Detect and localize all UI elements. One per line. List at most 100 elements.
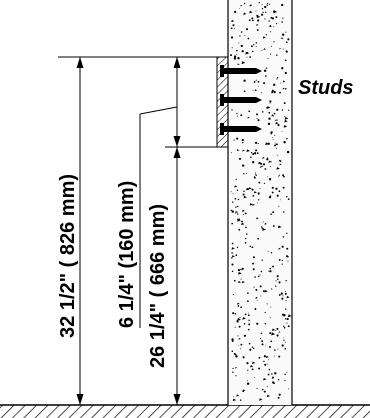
concrete-speckle [251, 361, 256, 365]
concrete-speckle [266, 158, 269, 161]
concrete-speckle [238, 228, 241, 231]
concrete-speckle [247, 300, 249, 303]
concrete-speckle [240, 306, 242, 309]
concrete-speckle [235, 206, 237, 208]
concrete-speckle [255, 45, 257, 47]
concrete-speckle [270, 252, 273, 254]
concrete-speckle [285, 31, 287, 33]
concrete-speckle [271, 373, 274, 375]
concrete-speckle [259, 285, 262, 288]
concrete-speckle [252, 203, 255, 206]
concrete-speckle [278, 247, 281, 250]
concrete-speckle [249, 56, 251, 58]
concrete-speckle [273, 382, 275, 384]
concrete-speckle [249, 203, 253, 206]
concrete-speckle [247, 369, 249, 371]
concrete-speckle [275, 143, 278, 146]
concrete-speckle [275, 285, 277, 287]
concrete-speckle [282, 186, 285, 189]
concrete-speckle [231, 19, 235, 23]
concrete-speckle [232, 398, 237, 402]
concrete-speckle [259, 274, 261, 276]
concrete-speckle [265, 11, 267, 13]
concrete-speckle [231, 255, 235, 258]
concrete-speckle [278, 331, 281, 333]
concrete-speckle [241, 138, 244, 142]
concrete-speckle [270, 340, 273, 343]
concrete-speckle [238, 42, 240, 44]
concrete-speckle [264, 223, 266, 225]
concrete-speckle [240, 44, 243, 48]
concrete-speckle [236, 189, 239, 191]
concrete-speckle [251, 346, 254, 348]
studs [220, 65, 262, 135]
concrete-speckle [236, 137, 239, 140]
concrete-speckle [267, 373, 270, 376]
concrete-speckle [284, 379, 286, 382]
concrete-speckle [269, 346, 271, 348]
concrete-speckle [240, 114, 243, 117]
concrete-speckle [286, 318, 289, 321]
concrete-speckle [238, 345, 240, 347]
concrete-speckle [241, 61, 246, 65]
concrete-speckle [256, 118, 258, 119]
concrete-speckle [233, 139, 236, 141]
concrete-speckle [261, 227, 263, 229]
concrete-speckle [281, 245, 284, 248]
concrete-speckle [262, 156, 265, 159]
concrete-speckle [281, 297, 284, 300]
concrete-speckle [269, 332, 272, 335]
concrete-speckle [287, 198, 290, 200]
concrete-speckle [278, 258, 281, 261]
offset-upper-label: 6 1/4" (160 mm) [116, 181, 138, 328]
concrete-speckle [261, 4, 264, 6]
concrete-speckle [254, 89, 258, 92]
concrete-speckle [261, 92, 262, 94]
concrete-speckle [274, 144, 277, 147]
concrete-speckle [236, 394, 240, 397]
concrete-speckle [283, 141, 286, 144]
concrete-speckle [279, 163, 282, 166]
concrete-speckle [266, 106, 271, 109]
concrete-speckle [232, 193, 234, 195]
concrete-speckle [231, 242, 234, 245]
concrete-speckle [262, 221, 264, 223]
concrete-speckle [231, 47, 233, 49]
concrete-speckle [271, 17, 275, 20]
concrete-speckle [281, 259, 284, 261]
concrete-speckle [248, 19, 251, 21]
concrete-speckle [280, 199, 281, 201]
concrete-speckle [261, 13, 264, 16]
concrete-speckle [261, 340, 264, 343]
concrete-speckle [282, 236, 285, 238]
concrete-speckle [284, 317, 287, 320]
concrete-speckle [231, 339, 234, 342]
concrete-speckle [269, 267, 272, 270]
concrete-speckle [284, 373, 286, 376]
concrete-speckle [283, 125, 288, 128]
concrete-speckle [257, 119, 260, 122]
concrete-speckle [253, 191, 257, 194]
concrete-speckle [283, 339, 285, 341]
concrete-speckle [281, 344, 284, 347]
concrete-speckle [236, 149, 240, 152]
concrete-speckle [284, 71, 287, 75]
concrete-speckle [244, 241, 247, 244]
concrete-speckle [230, 36, 234, 39]
concrete-speckle [239, 399, 242, 401]
concrete-speckle [261, 259, 263, 261]
concrete-speckle [257, 143, 259, 145]
concrete-speckle [241, 220, 243, 223]
concrete-speckle [258, 356, 261, 359]
concrete-speckle [283, 175, 285, 178]
concrete-speckle [261, 50, 263, 52]
concrete-speckle [252, 161, 255, 164]
concrete-speckle [231, 251, 234, 254]
concrete-speckle [231, 270, 234, 273]
concrete-speckle [258, 181, 261, 184]
concrete-speckle [287, 314, 292, 318]
concrete-speckle [256, 23, 259, 26]
concrete-speckle [256, 113, 258, 116]
concrete-speckle [269, 100, 271, 102]
concrete-speckle [241, 280, 245, 284]
